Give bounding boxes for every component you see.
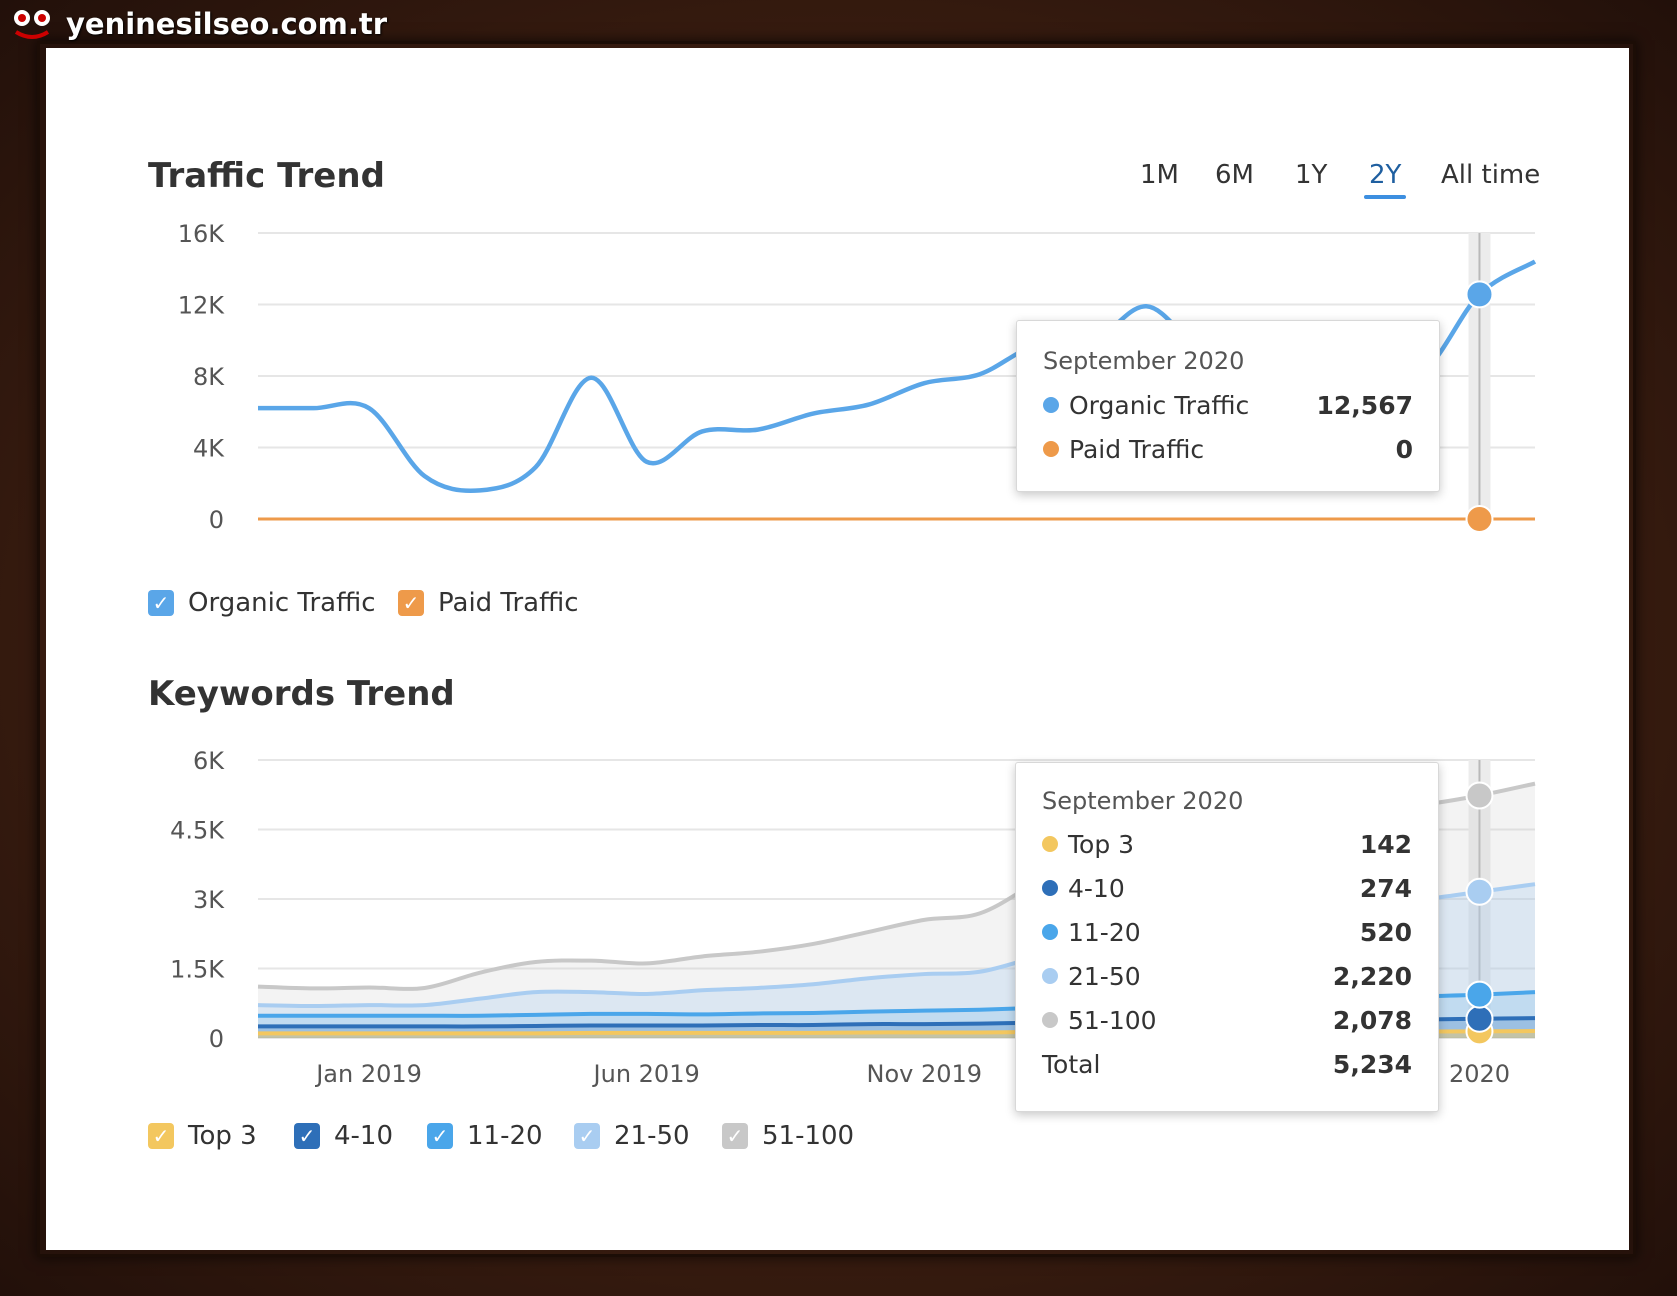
21-50-dot-icon: [1042, 968, 1058, 984]
tooltip-value: 2,220: [1332, 961, 1412, 991]
legend-label: 4-10: [334, 1121, 394, 1151]
legend-label: 51-100: [762, 1121, 855, 1151]
y-tick-label: 1.5K: [170, 956, 225, 984]
checkbox-checked-icon[interactable]: ✓: [574, 1123, 600, 1149]
highlight-point-11-20: [1465, 980, 1494, 1009]
checkbox-checked-icon[interactable]: ✓: [427, 1123, 453, 1149]
legend-top3[interactable]: ✓ Top 3: [148, 1121, 257, 1151]
tooltip-title: September 2020: [1043, 347, 1245, 375]
tooltip-value: 274: [1359, 873, 1412, 903]
y-tick-label: 0: [209, 1025, 224, 1053]
tooltip-label: Paid Traffic: [1069, 434, 1205, 464]
11-20-dot-icon: [1042, 924, 1058, 940]
traffic-tooltip: September 2020 Organic Traffic 12,567 Pa…: [1016, 320, 1440, 492]
tooltip-label: Organic Traffic: [1069, 390, 1250, 420]
x-tick-label: Nov 2019: [866, 1060, 982, 1088]
y-tick-label: 0: [209, 506, 224, 534]
tooltip-value: 520: [1359, 917, 1412, 947]
checkbox-checked-icon[interactable]: ✓: [398, 590, 424, 616]
tooltip-total-value: 5,234: [1332, 1049, 1412, 1079]
x-tick-label: Jan 2019: [314, 1060, 422, 1088]
legend-51-100[interactable]: ✓ 51-100: [722, 1121, 854, 1151]
4-10-dot-icon: [1042, 880, 1058, 896]
active-period-indicator: [1364, 195, 1406, 199]
legend-label: Top 3: [188, 1121, 257, 1151]
tooltip-row-4-10: 4-10 274: [1042, 871, 1412, 905]
legend-label: Organic Traffic: [188, 588, 376, 618]
legend-label: 11-20: [467, 1121, 543, 1151]
keywords-trend-title: Keywords Trend: [148, 674, 455, 714]
x-tick-label: Jun 2019: [592, 1060, 700, 1088]
checkbox-checked-icon[interactable]: ✓: [148, 1123, 174, 1149]
51-100-dot-icon: [1042, 1012, 1058, 1028]
tooltip-label: 21-50: [1068, 961, 1141, 991]
checkbox-checked-icon[interactable]: ✓: [722, 1123, 748, 1149]
y-tick-label: 6K: [193, 747, 225, 775]
tooltip-value: 12,567: [1316, 390, 1413, 420]
tooltip-row-top3: Top 3 142: [1042, 827, 1412, 861]
tooltip-row-51-100: 51-100 2,078: [1042, 1003, 1412, 1037]
top3-dot-icon: [1042, 836, 1058, 852]
paid-highlight-point: [1465, 505, 1494, 533]
legend-11-20[interactable]: ✓ 11-20: [427, 1121, 543, 1151]
organic-dot-icon: [1043, 397, 1059, 413]
tooltip-row-11-20: 11-20 520: [1042, 915, 1412, 949]
watermark: yeninesilseo.com.tr: [10, 4, 387, 44]
legend-organic-traffic[interactable]: ✓ Organic Traffic: [148, 588, 376, 618]
tooltip-value: 0: [1395, 434, 1413, 464]
highlight-point-4-10: [1465, 1004, 1494, 1033]
legend-4-10[interactable]: ✓ 4-10: [294, 1121, 393, 1151]
tooltip-label: 11-20: [1068, 917, 1141, 947]
watermark-text: yeninesilseo.com.tr: [66, 7, 387, 41]
watermark-logo-icon: [14, 10, 50, 39]
highlight-point-21-50: [1465, 877, 1494, 906]
traffic-trend-title: Traffic Trend: [148, 156, 385, 196]
tooltip-row-total: Total 5,234: [1042, 1047, 1412, 1081]
y-tick-label: 4.5K: [170, 817, 225, 845]
period-all-time[interactable]: All time: [1441, 160, 1541, 190]
checkbox-checked-icon[interactable]: ✓: [294, 1123, 320, 1149]
y-tick-label: 4K: [193, 435, 225, 463]
y-tick-label: 16K: [178, 220, 226, 248]
tooltip-value: 142: [1359, 829, 1412, 859]
period-2y[interactable]: 2Y: [1369, 160, 1402, 190]
period-1m[interactable]: 1M: [1140, 160, 1179, 190]
highlight-point-51-100: [1465, 781, 1494, 810]
tooltip-row-organic: Organic Traffic 12,567: [1043, 388, 1413, 422]
keywords-tooltip: September 2020 Top 3 142 4-10 274 11-20 …: [1015, 762, 1439, 1112]
paid-dot-icon: [1043, 441, 1059, 457]
legend-21-50[interactable]: ✓ 21-50: [574, 1121, 690, 1151]
tooltip-row-21-50: 21-50 2,220: [1042, 959, 1412, 993]
y-tick-label: 12K: [178, 292, 226, 320]
period-1y[interactable]: 1Y: [1295, 160, 1328, 190]
tooltip-row-paid: Paid Traffic 0: [1043, 432, 1413, 466]
tooltip-label: Top 3: [1068, 829, 1135, 859]
tooltip-label: 4-10: [1068, 873, 1125, 903]
legend-label: Paid Traffic: [438, 588, 579, 618]
organic-highlight-point: [1465, 280, 1494, 309]
checkbox-checked-icon[interactable]: ✓: [148, 590, 174, 616]
legend-paid-traffic[interactable]: ✓ Paid Traffic: [398, 588, 579, 618]
tooltip-label: 51-100: [1068, 1005, 1157, 1035]
tooltip-total-label: Total: [1042, 1049, 1101, 1079]
period-6m[interactable]: 6M: [1215, 160, 1254, 190]
x-tick-label: 2020: [1449, 1060, 1510, 1088]
legend-label: 21-50: [614, 1121, 690, 1151]
tooltip-title: September 2020: [1042, 787, 1244, 815]
y-tick-label: 3K: [193, 886, 225, 914]
tooltip-value: 2,078: [1332, 1005, 1412, 1035]
y-tick-label: 8K: [193, 363, 225, 391]
